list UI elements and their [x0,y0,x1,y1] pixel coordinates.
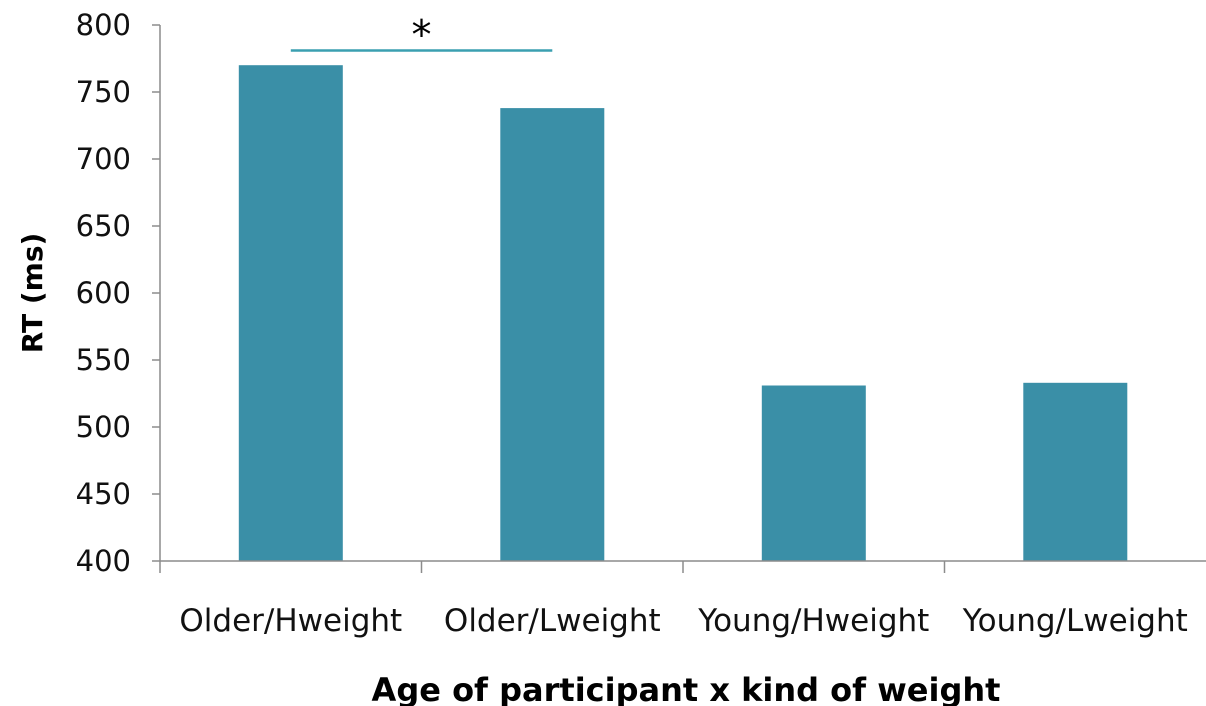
x-tick-label-young-lweight: Young/Lweight [962,603,1188,639]
y-tick-label-450: 450 [76,477,131,511]
bar-older-lweight [500,108,605,561]
bar-young-hweight [761,385,866,561]
y-tick-label-500: 500 [76,410,131,444]
bar-young-lweight [1023,382,1128,561]
y-tick-label-650: 650 [76,209,131,243]
y-axis-title: RT (ms) [16,233,49,354]
axes-layer [152,24,1206,573]
x-tick-label-young-hweight: Young/Hweight [697,603,929,639]
significance-star: * [412,13,432,59]
y-tick-label-400: 400 [76,544,131,578]
bar-older-hweight [238,65,343,561]
x-axis-title: Age of participant x kind of weight [372,671,1001,706]
y-tick-label-800: 800 [76,8,131,42]
y-tick-label-550: 550 [76,343,131,377]
labels-layer: 400 450 500 550 600 650 700 750 800 Older/Hweight… [76,8,1188,639]
y-tick-label-600: 600 [76,276,131,310]
bars-layer [238,65,1128,561]
x-tick-label-older-lweight: Older/Lweight [444,603,661,639]
y-tick-label-750: 750 [76,75,131,109]
significance-layer: * [290,13,553,59]
y-tick-label-700: 700 [76,142,131,176]
x-tick-label-older-hweight: Older/Hweight [179,603,402,639]
